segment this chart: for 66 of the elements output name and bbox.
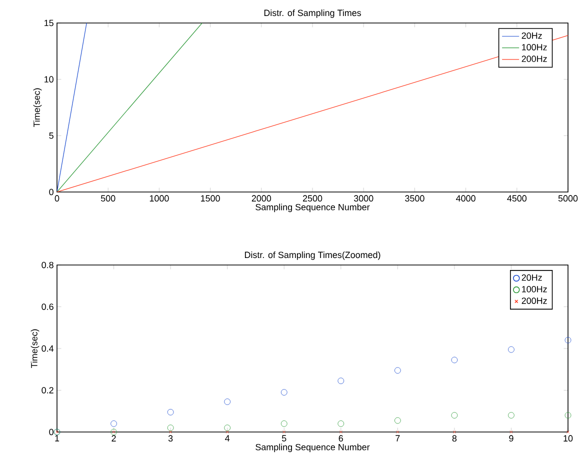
legend-label: 20Hz [522, 274, 542, 281]
point [168, 430, 172, 434]
x-tick-label: 4500 [507, 195, 527, 202]
x-tick-label: 2500 [302, 195, 322, 202]
point [510, 430, 513, 434]
point [280, 389, 288, 396]
x-tick-label: 2000 [252, 195, 272, 202]
point [167, 408, 174, 416]
x-tick-label: 6 [338, 435, 343, 442]
point [452, 430, 456, 434]
point [338, 378, 344, 384]
point [451, 356, 458, 364]
point [564, 412, 572, 418]
x-tick-label: 1500 [201, 195, 220, 202]
point [394, 367, 401, 374]
point [110, 420, 117, 427]
legend-label: 100Hz [522, 286, 547, 292]
x-tick-label: 3500 [405, 195, 424, 202]
x-axis-title: Sampling Sequence Number [256, 444, 370, 452]
legend-label: 200Hz [522, 298, 547, 304]
y-axis-title: Time(sec) [33, 88, 42, 128]
y-tick-label: 0 [49, 428, 54, 436]
x-tick-label: 9 [509, 435, 514, 442]
y-tick-label: 0.6 [42, 304, 54, 310]
x-tick-label: 1000 [150, 195, 169, 202]
point [224, 398, 231, 405]
x-tick-label: 5 [282, 435, 286, 442]
point [394, 417, 401, 424]
point [508, 412, 514, 418]
x-tick-label: 5000 [558, 195, 578, 202]
point [280, 420, 288, 427]
chart-title: Distr. of Sampling Times(Zoomed) [244, 251, 380, 260]
chart-title: Distr. of Sampling Times [264, 9, 361, 18]
y-tick-label: 0.2 [42, 387, 54, 394]
point [339, 430, 342, 434]
x-tick-label: 2 [112, 435, 116, 442]
point [508, 346, 514, 353]
point [226, 430, 229, 434]
y-axis-title: Time(sec) [30, 329, 40, 368]
y-tick-label: 15 [44, 20, 54, 26]
x-tick-label: 10 [564, 435, 573, 442]
y-tick-label: 0.4 [42, 345, 54, 352]
point [224, 424, 231, 432]
legend-label: 200Hz [522, 56, 547, 62]
x-tick-label: 3 [168, 435, 173, 442]
point [396, 430, 400, 434]
x-tick-label: 500 [100, 195, 116, 202]
legend-label: 20Hz [522, 32, 542, 39]
x-tick-label: 8 [452, 435, 457, 442]
x-tick-label: 4000 [456, 195, 476, 202]
x-axis-title: Sampling Sequence Number [256, 204, 370, 212]
y-tick-label: 5 [49, 132, 54, 139]
y-tick-label: 10 [44, 76, 54, 83]
y-tick-label: 0 [49, 188, 54, 196]
point [282, 430, 286, 434]
point [338, 420, 344, 427]
point [167, 424, 174, 432]
x-tick-label: 1 [55, 435, 60, 442]
point [451, 412, 458, 418]
legend-label: 100Hz [522, 44, 547, 50]
x-tick-label: 7 [396, 435, 400, 442]
x-tick-label: 0 [54, 195, 60, 202]
point [564, 336, 572, 344]
x-tick-label: 3000 [354, 195, 374, 202]
x-tick-label: 4 [225, 435, 230, 442]
y-tick-label: 0.8 [42, 262, 54, 268]
